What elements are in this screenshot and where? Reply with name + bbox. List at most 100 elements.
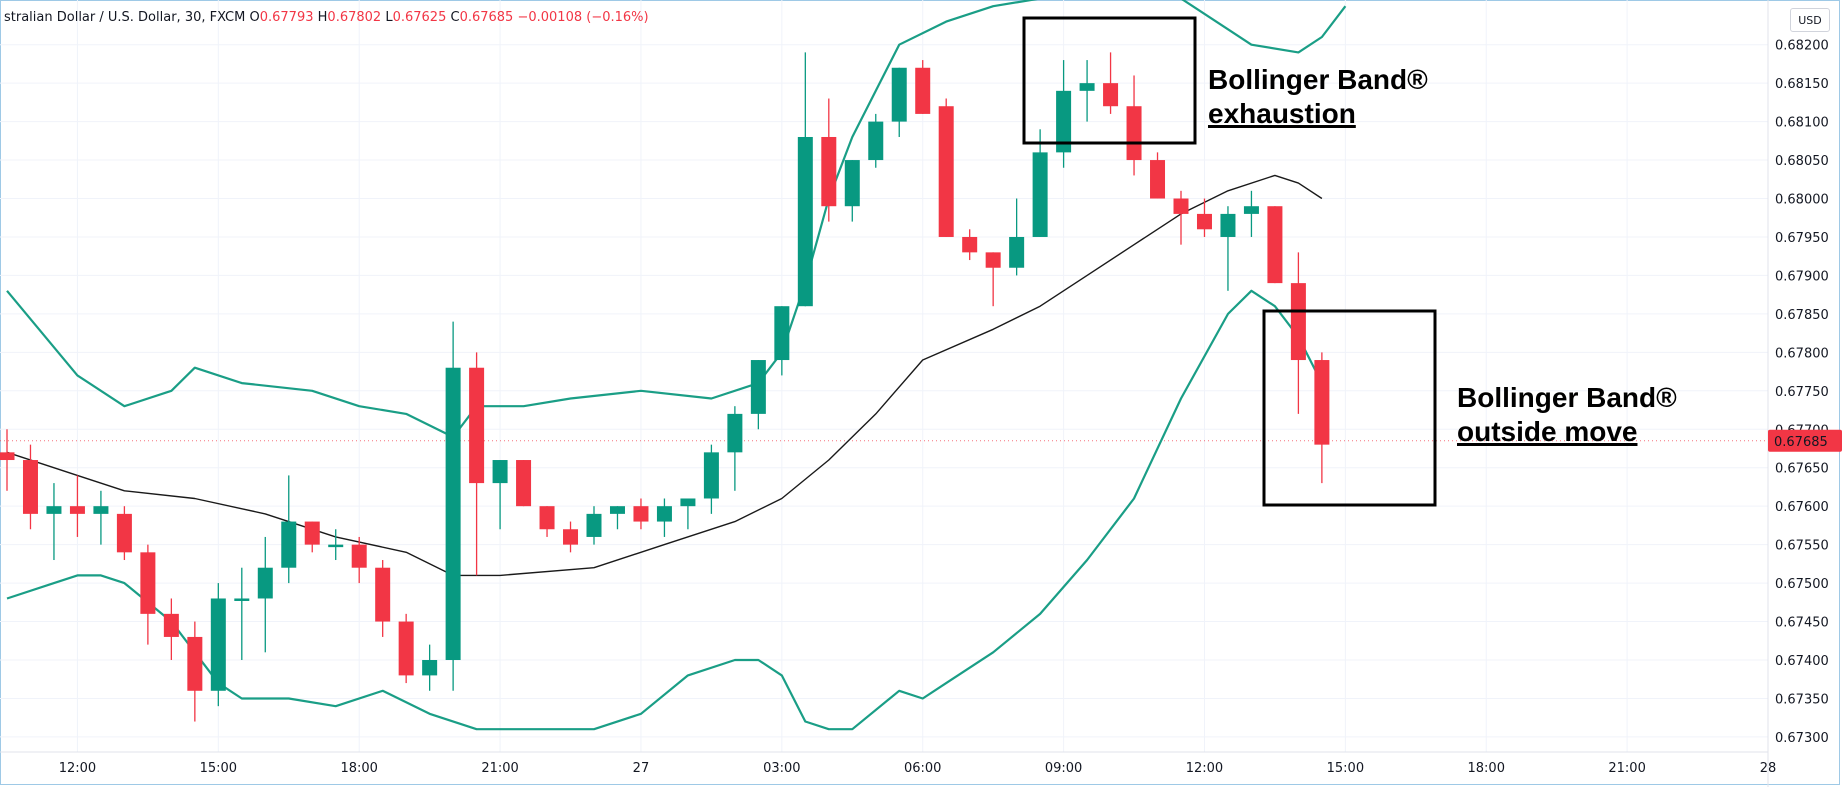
time-tick-label: 12:00 (59, 761, 96, 776)
exhaustion-line1: Bollinger Band® (1208, 64, 1428, 95)
candle-body (1079, 83, 1095, 91)
candle[interactable] (116, 506, 132, 561)
price-tick-label: 0.67600 (1775, 500, 1829, 515)
candle[interactable] (703, 444, 719, 514)
currency-button[interactable]: USD (1790, 8, 1830, 32)
candle[interactable] (1314, 352, 1330, 484)
bollinger-bands (6, 0, 1347, 731)
candle[interactable] (69, 475, 85, 537)
candle[interactable] (375, 560, 391, 637)
candle-body (774, 306, 790, 361)
candle[interactable] (445, 321, 461, 691)
candle-body (516, 460, 532, 507)
candle[interactable] (1009, 198, 1025, 276)
price-tick-label: 0.67950 (1775, 231, 1829, 246)
price-tick-label: 0.67350 (1775, 692, 1829, 707)
candle-body (398, 621, 414, 676)
candle-body (1243, 206, 1259, 214)
candle-body (915, 67, 931, 114)
candle[interactable] (187, 621, 203, 722)
candle[interactable] (492, 460, 508, 530)
candle[interactable] (304, 521, 320, 553)
candle[interactable] (563, 521, 579, 553)
time-tick-label: 27 (633, 761, 650, 776)
candle[interactable] (163, 598, 179, 661)
candle[interactable] (633, 498, 649, 530)
candle[interactable] (1220, 206, 1236, 291)
outside-line1: Bollinger Band® (1457, 382, 1677, 413)
candle[interactable] (750, 360, 766, 430)
candle[interactable] (844, 160, 860, 222)
candle[interactable] (915, 60, 931, 114)
candle[interactable] (469, 352, 485, 576)
candle-body (234, 598, 250, 601)
candle[interactable] (821, 98, 837, 222)
open-key: O (249, 10, 260, 25)
outside-line2: outside move (1457, 416, 1638, 447)
candle-body (680, 498, 696, 507)
candle[interactable] (422, 644, 438, 691)
candle[interactable] (0, 429, 15, 491)
candle[interactable] (46, 483, 62, 561)
candle[interactable] (609, 506, 625, 530)
price-tick-label: 0.67400 (1775, 654, 1829, 669)
candle[interactable] (962, 229, 978, 261)
candle[interactable] (1196, 198, 1212, 237)
time-tick-label: 03:00 (763, 761, 800, 776)
candle[interactable] (1267, 206, 1283, 284)
candle[interactable] (516, 460, 532, 507)
candle[interactable] (797, 52, 813, 307)
candle[interactable] (774, 306, 790, 376)
candle-body (797, 136, 813, 307)
time-tick-label: 21:00 (481, 761, 518, 776)
exhaustion-line2: exhaustion (1208, 98, 1356, 129)
ohlc-legend: stralian Dollar / U.S. Dollar, 30, FXCM … (4, 10, 649, 25)
candle-body (187, 636, 203, 691)
close-value: 0.67685 (459, 10, 514, 25)
candle[interactable] (680, 498, 696, 530)
candle[interactable] (22, 444, 38, 530)
candle-body (1314, 360, 1330, 445)
candle[interactable] (234, 567, 250, 661)
candle[interactable] (93, 490, 109, 545)
candle[interactable] (257, 536, 273, 653)
candle[interactable] (1056, 60, 1072, 168)
candle[interactable] (1173, 190, 1189, 245)
candle-body (727, 413, 743, 453)
candle-body (281, 521, 297, 568)
candle[interactable] (539, 506, 555, 537)
candle[interactable] (727, 406, 743, 491)
candle[interactable] (1243, 190, 1259, 237)
candle-body (1032, 152, 1048, 237)
candle[interactable] (586, 506, 602, 545)
candle-body (46, 506, 62, 514)
candle-body (1009, 236, 1025, 268)
candlesticks (0, 52, 1330, 722)
candle[interactable] (1126, 75, 1142, 176)
candle-body (868, 121, 884, 161)
candle[interactable] (985, 252, 1001, 307)
candle[interactable] (1150, 152, 1166, 199)
candle[interactable] (868, 113, 884, 168)
candle[interactable] (656, 498, 672, 537)
candle-body (116, 513, 132, 553)
candle-body (938, 106, 954, 237)
candle[interactable] (398, 613, 414, 684)
candle[interactable] (281, 475, 297, 584)
candle-body (633, 506, 649, 522)
candle[interactable] (1290, 252, 1306, 414)
candle[interactable] (140, 544, 156, 645)
candle[interactable] (1103, 52, 1119, 114)
price-tick-label: 0.67650 (1775, 462, 1829, 477)
candle[interactable] (938, 98, 954, 237)
candle[interactable] (1032, 129, 1048, 237)
candle-body (586, 513, 602, 537)
candle[interactable] (210, 583, 226, 707)
candle[interactable] (1079, 60, 1095, 122)
candle[interactable] (328, 529, 344, 561)
candle-body (0, 452, 15, 461)
candle[interactable] (351, 536, 367, 584)
candle[interactable] (891, 67, 907, 137)
low-key: L (385, 10, 393, 25)
